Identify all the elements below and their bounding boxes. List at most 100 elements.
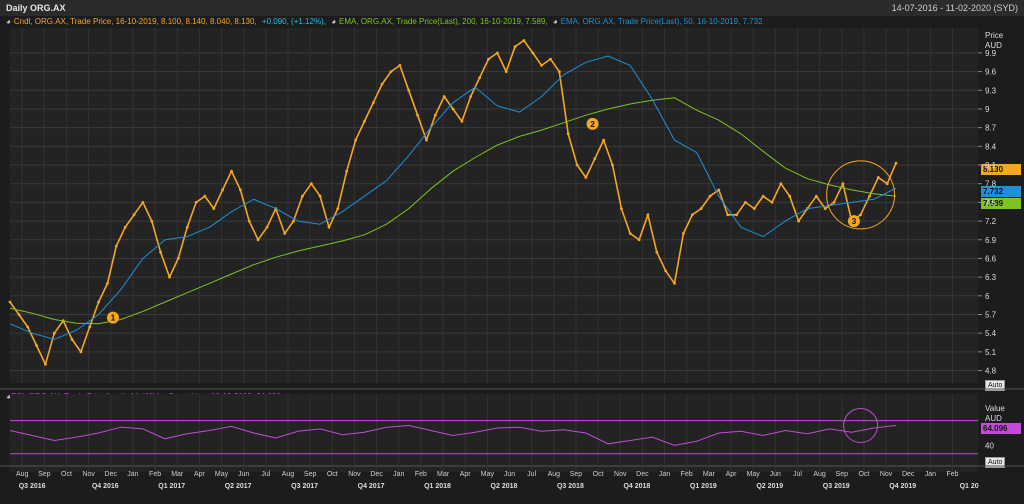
rsi-legend-icon[interactable]: ◕ (6, 392, 11, 401)
price-point (389, 70, 393, 73)
price-point (620, 207, 623, 211)
x-quarter-label: Q2 2018 (491, 483, 518, 490)
x-month-label: Dec (105, 471, 118, 478)
x-quarter-label: Q3 2018 (557, 483, 584, 490)
price-point (779, 182, 783, 186)
annotation-circle-price (826, 160, 896, 230)
x-month-label: Jun (238, 471, 249, 478)
price-last-tag: 8.130 (981, 164, 1021, 175)
price-point (744, 201, 747, 204)
price-point (761, 194, 765, 198)
x-month-label: Feb (415, 471, 427, 478)
x-quarter-label: Q4 2019 (889, 483, 916, 490)
rsi-auto-button[interactable]: Auto (985, 457, 1006, 468)
price-point (549, 57, 552, 61)
x-quarter-label: Q1 2018 (424, 483, 451, 490)
x-month-label: Apr (194, 471, 206, 478)
rsi-axis-title-line1: Value (985, 404, 1005, 413)
rsi-axis-title: Value AUD (985, 404, 1005, 424)
x-quarter-label: Q4 2016 (92, 483, 119, 490)
price-point (823, 207, 827, 211)
y-tick-label: 5.4 (985, 329, 997, 338)
annotation-label-3: 3 (852, 217, 857, 226)
x-month-label: Jul (527, 471, 536, 478)
x-month-label: Dec (370, 471, 383, 478)
y-tick-label: 6.3 (985, 273, 997, 282)
ema200-legend-icon[interactable]: ◕ (331, 17, 337, 26)
x-month-label: May (481, 471, 495, 478)
candle-legend-icon[interactable]: ◕ (6, 17, 11, 26)
ema50-legend-icon[interactable]: ◕ (552, 17, 558, 26)
price-point (70, 338, 74, 341)
price-point (44, 362, 47, 366)
price-point (141, 201, 145, 204)
price-point (123, 225, 127, 229)
price-point (26, 325, 30, 329)
price-point (478, 76, 481, 80)
price-point (735, 213, 738, 217)
price-point (247, 219, 251, 223)
price-point (868, 194, 871, 198)
price-point (876, 176, 880, 179)
price-auto-button[interactable]: Auto (985, 380, 1006, 391)
x-month-label: Feb (681, 471, 693, 478)
x-quarter-label: Q3 2016 (19, 483, 46, 490)
x-quarter-label: Q4 2017 (358, 483, 385, 490)
price-point (682, 232, 685, 235)
y-tick-label: 8.4 (985, 142, 997, 151)
price-point (602, 138, 605, 142)
price-point (336, 207, 340, 211)
price-point (557, 70, 561, 73)
x-month-label: May (215, 471, 229, 478)
x-month-label: Feb (946, 471, 958, 478)
x-month-label: Nov (82, 471, 95, 478)
ema200-legend-text: EMA, ORG.AX, Trade Price(Last), 200, 16-… (339, 17, 548, 26)
price-point (504, 70, 508, 73)
price-point (301, 194, 304, 198)
x-month-label: Sep (38, 471, 51, 478)
annotation-marker-3 (847, 215, 860, 228)
price-point (628, 232, 632, 235)
price-point (487, 57, 490, 61)
x-month-label: Mar (171, 471, 184, 478)
price-legend: ◕ Cndl, ORG.AX, Trade Price, 16-10-2019, … (6, 17, 766, 26)
price-point (611, 163, 614, 167)
x-month-label: Jun (504, 471, 515, 478)
y-tick-label: 7.8 (985, 180, 997, 189)
ema200-last-tag: 7.589 (981, 198, 1021, 209)
series-line-ema200 (9, 97, 897, 325)
x-month-label: Oct (61, 471, 72, 478)
price-point (88, 325, 92, 329)
price-point (673, 282, 676, 285)
x-quarter-label: Q2 2017 (225, 483, 252, 490)
price-point (531, 51, 535, 55)
rsi-axis-title-line2: AUD (985, 414, 1002, 423)
price-point (132, 213, 136, 217)
x-month-label: Aug (548, 471, 561, 478)
x-month-label: Apr (460, 471, 472, 478)
price-point (566, 132, 570, 136)
price-point (309, 182, 313, 186)
price-point (185, 225, 189, 229)
price-point (655, 250, 659, 254)
price-point (230, 169, 233, 173)
price-point (327, 225, 331, 229)
x-quarter-label: Q2 2019 (756, 483, 783, 490)
price-point (637, 238, 641, 242)
price-point (194, 201, 198, 204)
price-point (726, 213, 730, 217)
rsi-panel (10, 394, 978, 472)
x-month-label: Jul (261, 471, 270, 478)
price-point (442, 95, 446, 98)
price-point (8, 300, 12, 304)
y-tick-label: 9.9 (985, 49, 997, 58)
x-month-label: Oct (858, 471, 869, 478)
price-point (265, 225, 269, 229)
chart-title: Daily ORG.AX (6, 3, 66, 13)
y-tick-label: 7.5 (985, 198, 997, 207)
x-month-label: Mar (437, 471, 450, 478)
price-point (495, 51, 499, 55)
price-point (797, 219, 800, 223)
price-point (433, 113, 437, 117)
